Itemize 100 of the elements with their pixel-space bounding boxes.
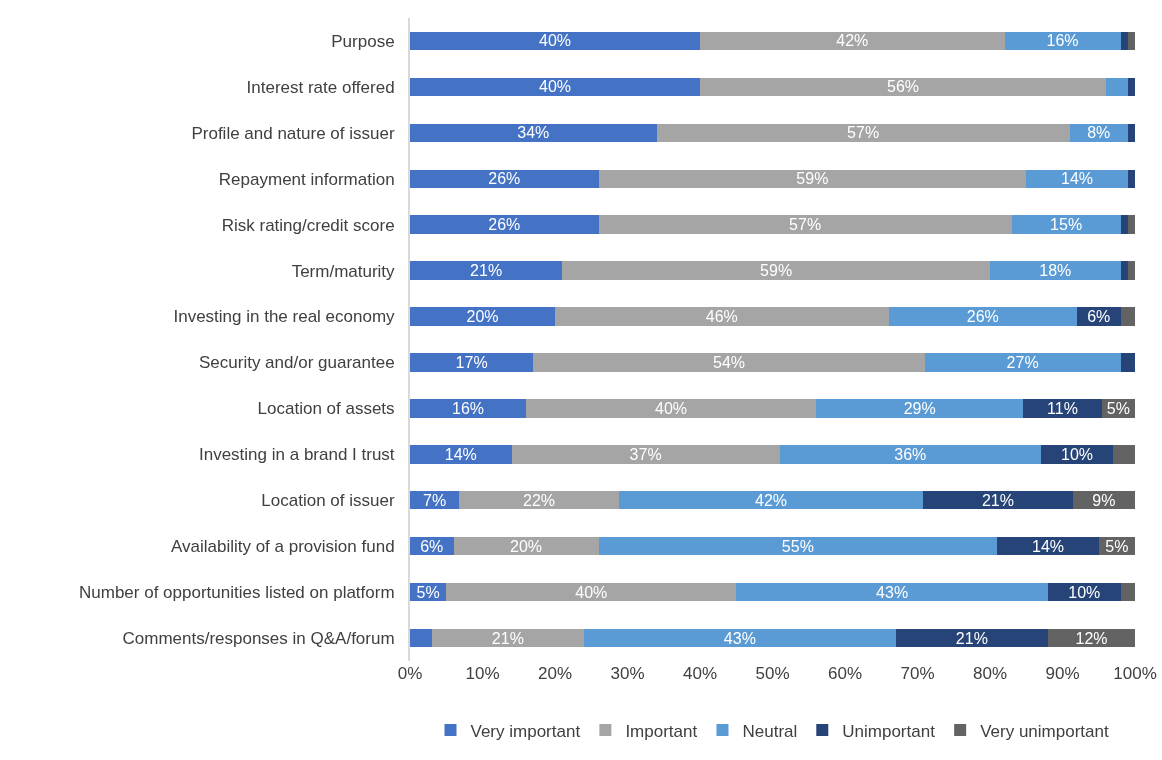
data-label: 26%: [966, 308, 999, 326]
data-label: 42%: [755, 491, 788, 509]
bar: [526, 399, 816, 418]
y-tick-label: Location of assets: [257, 399, 395, 419]
data-label: 14%: [444, 445, 477, 463]
data-label: 17%: [455, 353, 488, 371]
bar: [410, 445, 512, 464]
bar: [555, 307, 889, 326]
x-tick-label: 100%: [1113, 664, 1157, 683]
x-tick-label: 0%: [397, 664, 423, 683]
data-label: 40%: [538, 32, 572, 50]
data-label: 21%: [491, 629, 524, 647]
bar: [562, 261, 990, 280]
data-label: 57%: [789, 216, 822, 234]
bar: [990, 261, 1121, 280]
data-label: 59%: [796, 170, 829, 188]
bar: [410, 215, 599, 234]
bar: [1120, 353, 1135, 372]
bar: [895, 628, 1048, 648]
bar: [584, 628, 896, 648]
bar: [511, 445, 780, 464]
bar: [410, 123, 657, 143]
x-tick-label: 30%: [610, 664, 645, 683]
bar: [1127, 77, 1135, 97]
y-tick-label: Interest rate offered: [246, 77, 395, 97]
bar: [1023, 399, 1102, 418]
x-tick-label: 70%: [900, 664, 935, 683]
data-label: 10%: [1068, 583, 1101, 601]
bar: [1120, 261, 1128, 280]
data-label: 6%: [1087, 308, 1111, 326]
data-label: 37%: [629, 445, 662, 463]
bar: [1106, 77, 1128, 97]
bar: [1127, 261, 1135, 280]
bar: [1113, 445, 1135, 464]
legend-label: Neutral: [742, 721, 798, 741]
data-label: 16%: [451, 399, 485, 417]
bar: [598, 215, 1012, 234]
bar: [1127, 31, 1135, 51]
data-label: 9%: [1092, 491, 1116, 509]
data-label: 56%: [886, 78, 920, 96]
x-tick-label: 60%: [827, 664, 863, 683]
data-label: 26%: [488, 216, 521, 234]
data-label: 21%: [955, 629, 988, 647]
x-tick-label: 40%: [682, 664, 718, 683]
y-tick-label: Security and/or guarantee: [198, 353, 395, 373]
data-label: 7%: [423, 491, 447, 509]
data-label: 29%: [903, 399, 936, 417]
bar: [736, 582, 1048, 602]
data-label: 43%: [876, 583, 909, 601]
data-label: 26%: [488, 170, 521, 188]
bar: [888, 307, 1077, 326]
y-tick-label: Purpose: [331, 31, 395, 51]
bar: [656, 123, 1070, 143]
data-label: 55%: [781, 537, 814, 555]
data-label: 6%: [420, 537, 444, 555]
data-label: 40%: [654, 399, 688, 417]
bar: [700, 31, 1005, 51]
data-label: 5%: [416, 583, 440, 601]
legend-label: Important: [625, 721, 698, 741]
data-label: 21%: [981, 491, 1014, 509]
bar: [700, 77, 1106, 97]
data-label: 8%: [1087, 124, 1111, 142]
y-tick-label: Term/maturity: [291, 261, 396, 281]
data-label: 20%: [509, 537, 543, 555]
bar: [410, 169, 599, 188]
legend-label: Very important: [470, 721, 581, 741]
data-label: 59%: [760, 262, 793, 280]
legend-label: Unimportant: [842, 721, 936, 741]
y-tick-label: Investing in a brand I trust: [198, 445, 395, 465]
bar: [618, 491, 924, 510]
bar: [1127, 215, 1135, 234]
bar: [1127, 169, 1135, 188]
data-label: 43%: [723, 629, 756, 647]
data-label: 20%: [466, 308, 499, 326]
bar: [533, 353, 925, 372]
data-label: 34%: [517, 124, 550, 142]
bar: [1011, 215, 1121, 234]
bar: [446, 582, 737, 602]
y-tick-label: Repayment information: [218, 169, 395, 189]
bar: [1120, 215, 1128, 234]
bar: [410, 399, 526, 418]
bar: [816, 399, 1024, 418]
x-tick-label: 20%: [537, 664, 573, 683]
y-tick-label: Availability of a provision fund: [170, 537, 395, 557]
data-label: 11%: [1047, 399, 1078, 417]
data-label: 10%: [1060, 445, 1094, 463]
bar: [410, 307, 555, 326]
bar: [431, 628, 584, 648]
y-tick-label: Location of issuer: [261, 491, 395, 511]
data-label: 40%: [538, 78, 572, 96]
data-label: 5%: [1105, 537, 1129, 555]
bar: [410, 261, 563, 280]
data-label: 16%: [1046, 32, 1079, 50]
data-label: 18%: [1039, 262, 1072, 280]
data-label: 46%: [705, 308, 738, 326]
bar: [410, 77, 700, 97]
bar: [923, 491, 1073, 510]
data-label: 54%: [712, 353, 746, 371]
data-label: 5%: [1106, 399, 1130, 417]
y-tick-label: Profile and nature of issuer: [191, 123, 395, 143]
